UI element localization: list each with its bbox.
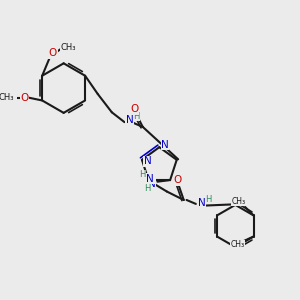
Text: H: H xyxy=(140,170,146,179)
Text: H: H xyxy=(205,195,211,204)
Text: N: N xyxy=(148,179,156,189)
Text: H: H xyxy=(133,112,140,121)
Text: CH₃: CH₃ xyxy=(232,197,246,206)
Text: H: H xyxy=(144,184,151,193)
Text: O: O xyxy=(130,104,139,114)
Text: O: O xyxy=(20,93,28,103)
Text: CH₃: CH₃ xyxy=(230,240,244,249)
Text: N: N xyxy=(144,156,152,166)
Text: N: N xyxy=(161,140,169,150)
Text: O: O xyxy=(174,175,182,185)
Text: O: O xyxy=(49,48,57,58)
Text: CH₃: CH₃ xyxy=(61,43,76,52)
Text: CH₃: CH₃ xyxy=(0,93,14,102)
Text: N: N xyxy=(198,198,205,208)
Text: N: N xyxy=(146,174,154,184)
Text: N: N xyxy=(126,115,134,125)
